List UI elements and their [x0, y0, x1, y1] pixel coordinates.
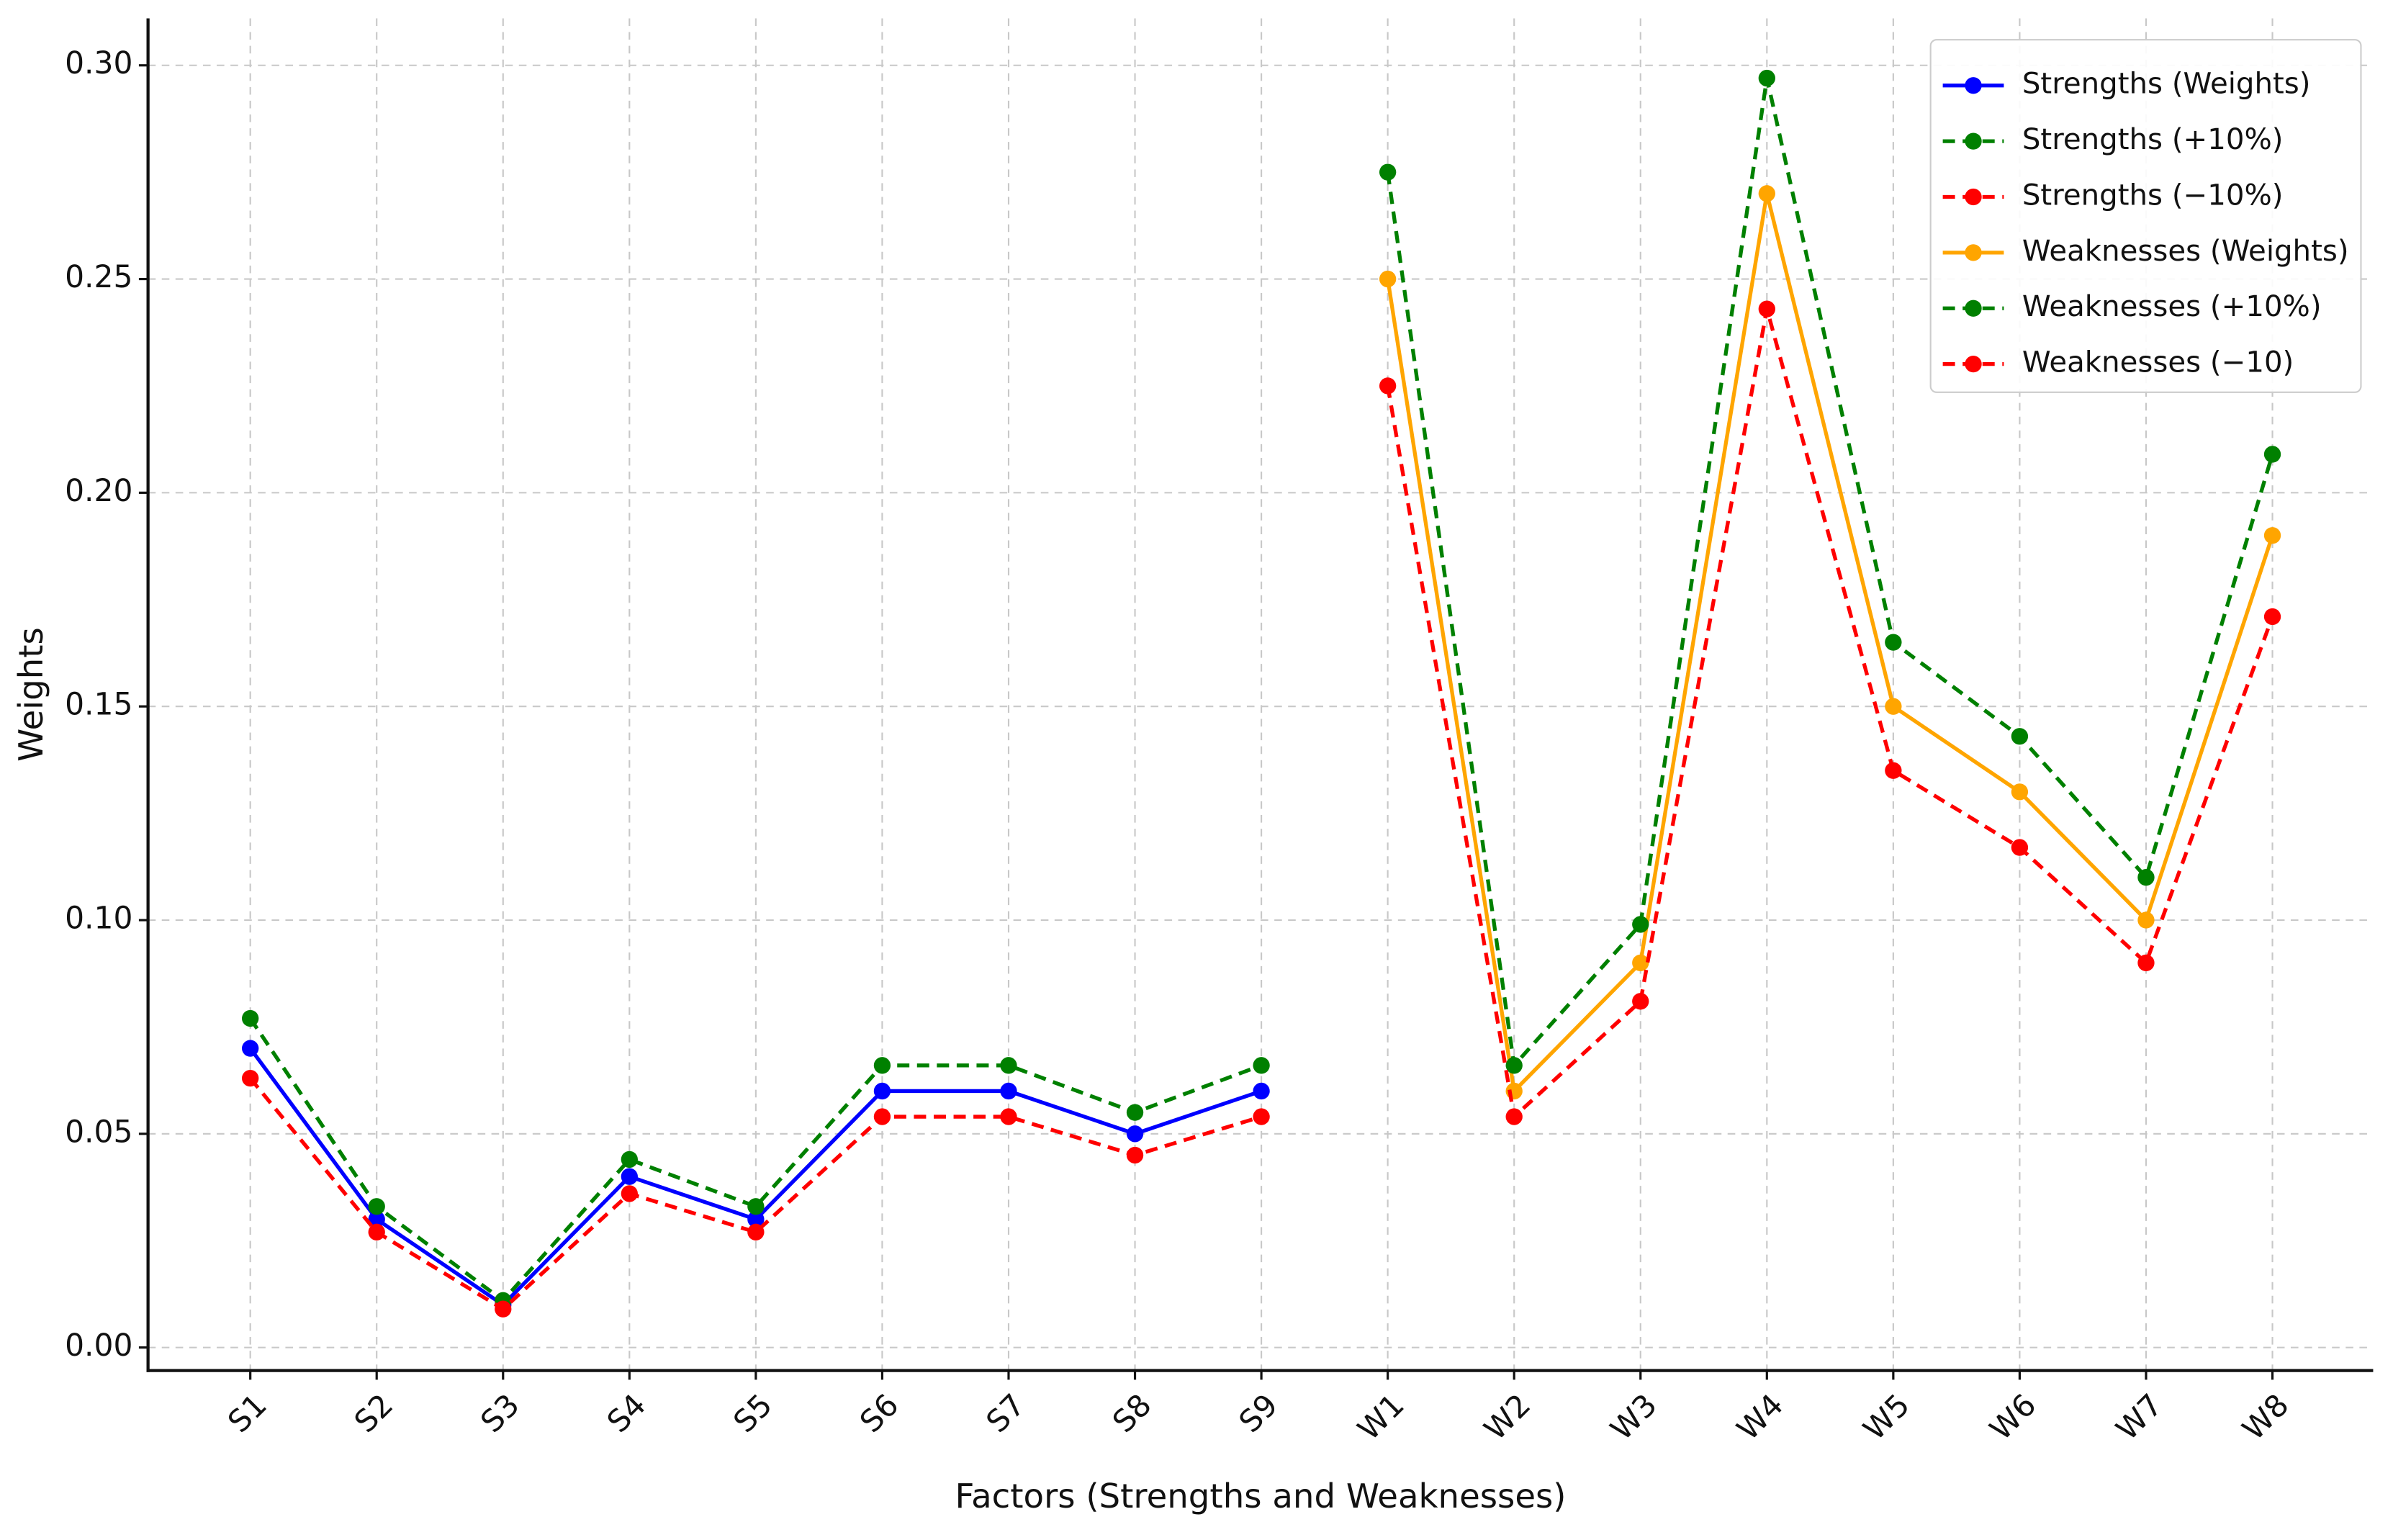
x-tick-label: W4 [1730, 1387, 1790, 1447]
data-point [1379, 270, 1397, 288]
legend-label: Weaknesses (−10) [2022, 346, 2294, 379]
x-tick-label: W8 [2235, 1387, 2295, 1447]
legend-marker [1965, 132, 1982, 150]
data-point [1126, 1146, 1144, 1164]
legend-label: Strengths (−10%) [2022, 179, 2284, 212]
data-point [368, 1210, 385, 1228]
data-point [873, 1082, 891, 1100]
legend-marker [1965, 300, 1982, 317]
x-tick-label: S6 [853, 1387, 906, 1440]
legend-marker [1965, 244, 1982, 261]
data-point [368, 1198, 385, 1215]
x-tick-label: S2 [348, 1387, 400, 1440]
data-point [1632, 993, 1649, 1010]
series-line [248, 1076, 1262, 1312]
data-point [2263, 608, 2281, 626]
data-point [1758, 300, 1775, 318]
x-tick-label: W6 [1983, 1387, 2042, 1447]
data-point [1379, 163, 1397, 181]
data-point [1632, 916, 1649, 933]
data-point [2011, 839, 2029, 856]
series-line [1386, 193, 2275, 1096]
series-line [248, 1017, 1263, 1303]
data-point [873, 1057, 891, 1074]
data-point [242, 1040, 259, 1057]
data-point [2263, 446, 2281, 463]
data-point [747, 1210, 765, 1228]
data-point [1885, 698, 1902, 715]
legend-label: Strengths (Weights) [2022, 68, 2311, 101]
legend-marker [1965, 77, 1982, 94]
data-point [2137, 911, 2155, 929]
data-point [1000, 1082, 1017, 1100]
x-tick-label: S8 [1106, 1387, 1158, 1440]
x-tick-label: W7 [2109, 1387, 2169, 1447]
y-tick-label: 0.05 [65, 1114, 132, 1149]
y-axis-label: Weights [12, 627, 50, 762]
data-point [2137, 868, 2155, 886]
data-point [2263, 527, 2281, 544]
data-point [1758, 69, 1775, 87]
data-point [368, 1223, 385, 1241]
data-point [1885, 762, 1902, 779]
data-point [621, 1151, 638, 1168]
data-point [621, 1185, 638, 1202]
data-point [747, 1223, 765, 1241]
legend-label: Strengths (+10%) [2022, 123, 2284, 156]
data-point [1253, 1057, 1270, 1074]
y-tick-label: 0.20 [65, 473, 132, 508]
legend-box [1929, 39, 2362, 393]
data-point [1126, 1104, 1144, 1121]
data-point [1253, 1082, 1270, 1100]
data-point [2011, 783, 2029, 801]
data-point [1379, 377, 1397, 395]
data-point [1505, 1108, 1523, 1125]
x-tick-label: W5 [1857, 1387, 1916, 1447]
legend-marker [1965, 188, 1982, 206]
y-tick-label: 0.15 [65, 687, 132, 722]
data-point [2137, 954, 2155, 972]
x-tick-label: W1 [1351, 1387, 1410, 1447]
data-point [1758, 185, 1775, 202]
data-point [1000, 1057, 1017, 1074]
data-point [1253, 1108, 1270, 1125]
data-point [2011, 728, 2029, 745]
x-tick-label: S5 [726, 1387, 779, 1440]
data-point [1885, 634, 1902, 651]
x-tick-label: S9 [1232, 1387, 1285, 1440]
legend-label: Weaknesses (+10%) [2022, 290, 2322, 323]
y-tick-label: 0.10 [65, 900, 132, 935]
data-point [1505, 1057, 1523, 1074]
data-point [1632, 954, 1649, 972]
data-point [242, 1009, 259, 1027]
data-point [621, 1168, 638, 1185]
series-line [1386, 308, 2275, 1121]
data-point [242, 1069, 259, 1087]
legend-marker [1965, 355, 1982, 373]
data-point [1126, 1125, 1144, 1143]
x-tick-label: S7 [979, 1387, 1032, 1440]
x-tick-label: W2 [1477, 1387, 1537, 1447]
data-point [747, 1198, 765, 1215]
x-tick-label: W3 [1604, 1387, 1664, 1447]
legend-label: Weaknesses (Weights) [2022, 235, 2349, 268]
x-tick-label: S3 [474, 1387, 526, 1440]
series-line [1386, 77, 2275, 1070]
y-tick-label: 0.25 [65, 259, 132, 294]
x-tick-label: S1 [221, 1387, 274, 1440]
y-tick-label: 0.00 [65, 1328, 132, 1363]
x-axis-label: Factors (Strengths and Weaknesses) [955, 1477, 1567, 1516]
data-point [1000, 1108, 1017, 1125]
data-point [873, 1108, 891, 1125]
data-point [495, 1300, 512, 1318]
x-tick-label: S4 [600, 1387, 653, 1440]
y-tick-label: 0.30 [65, 45, 132, 81]
